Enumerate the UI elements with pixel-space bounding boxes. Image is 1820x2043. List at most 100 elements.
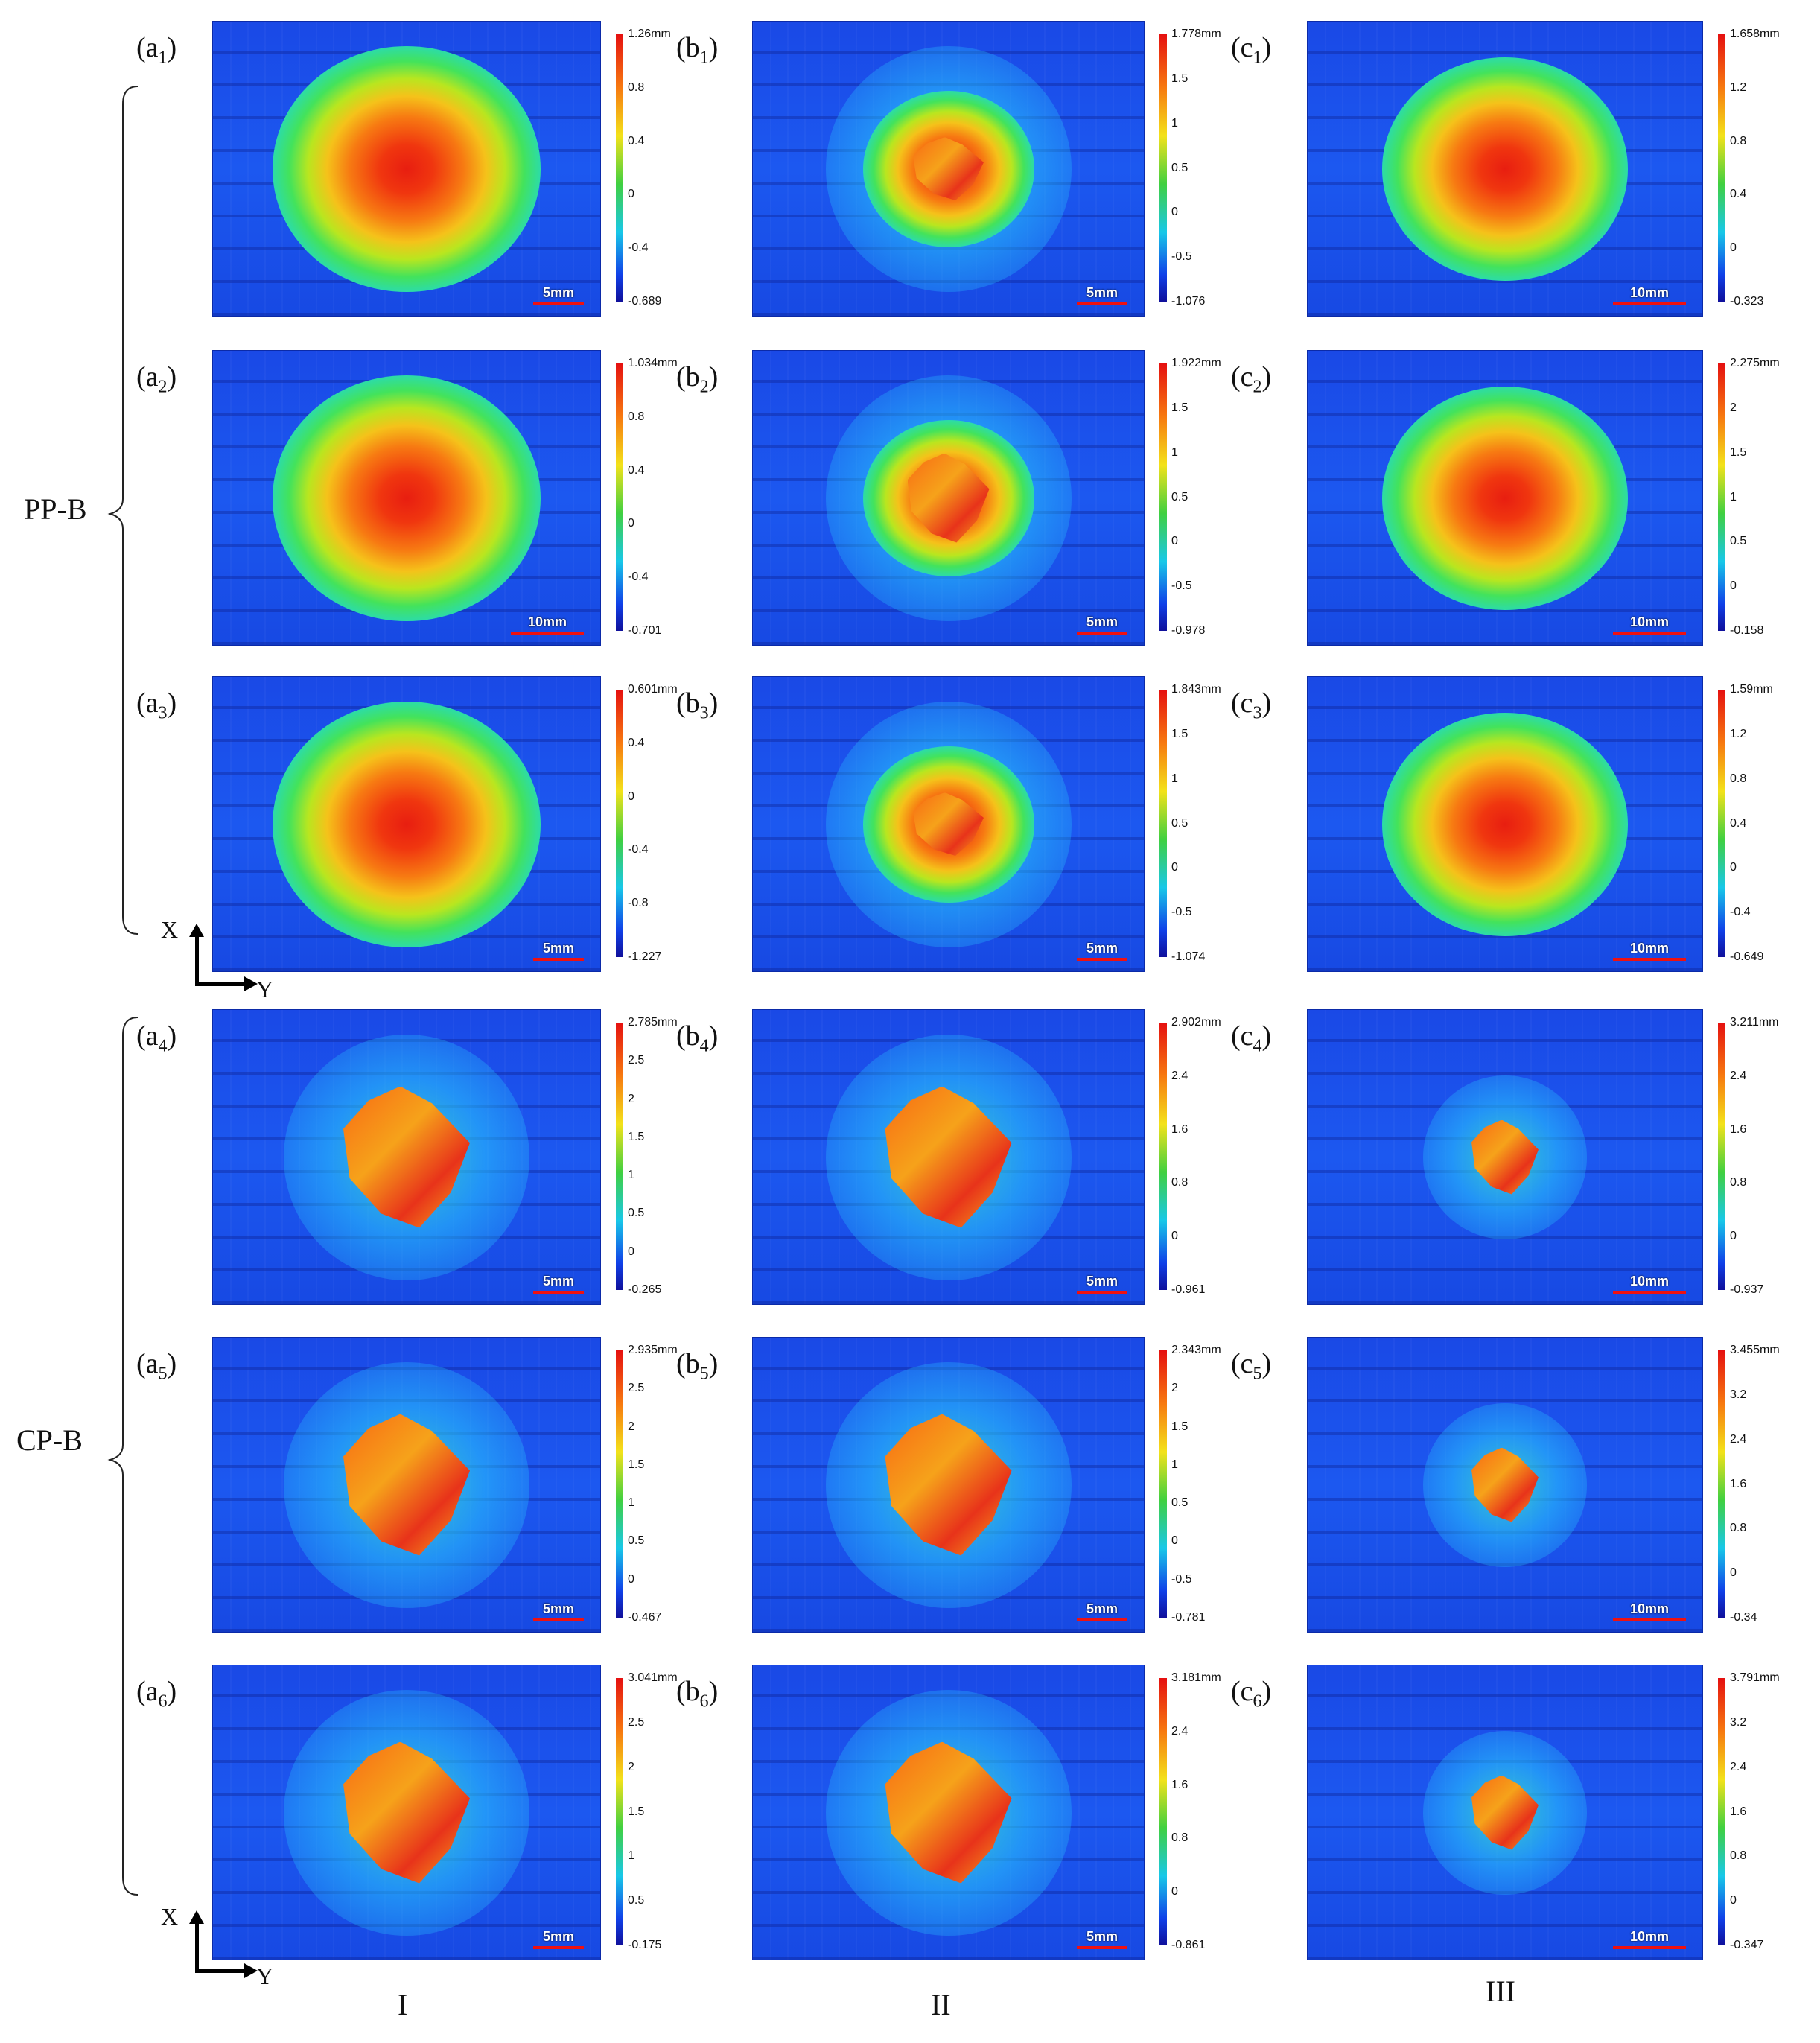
scale-bar-line [511,632,584,635]
colorbar-tick-label: 0.4 [628,134,645,147]
colorbar-tick-label: -0.4 [1730,906,1751,919]
scale-bar-line [1077,1946,1127,1949]
colorbar-tick-label: 0 [1171,1885,1178,1899]
scale-bar-label: 5mm [542,1601,575,1616]
colorbar [616,690,623,957]
colorbar-min-label: -0.175 [628,1939,662,1951]
panel-c3: (c3) 10mm 1.59mm 1.2 0.8 0.4 0 -0.4 -0.649 [1231,676,1820,993]
panel-b3: (b3) 5mm 1.843mm 1.5 1 0.5 0 -0.5 -1.074 [676,676,1262,993]
panel-label: (a4) [136,1020,177,1056]
scale-bar: 10mm [1613,1274,1686,1294]
panel-b6: (b6) 5mm 3.181mm 2.4 1.6 0.8 0 -0.861 [676,1665,1262,1981]
colorbar-min-label: -0.158 [1730,624,1764,637]
scale-bar-line [533,1618,584,1621]
scale-bar-label: 10mm [1629,941,1670,956]
column-label-2: II [931,1988,951,2021]
colorbar-tick-label: 0.5 [1730,535,1747,548]
colorbar [1159,690,1167,957]
colorbar-tick-label: 3.2 [1730,1715,1747,1729]
deformation-map: 10mm [1307,1009,1703,1305]
colorbar-max-label: 1.843mm [1171,683,1221,696]
colorbar-tick-label: 1.5 [1730,445,1747,459]
scale-bar-line [1613,1618,1686,1621]
scale-bar-label: 5mm [542,941,575,956]
colorbar-min-label: -0.701 [628,624,662,637]
scale-bar: 5mm [1077,614,1127,635]
axis-x-arrowhead [189,924,204,937]
deformation-hotspot [1382,386,1628,610]
scale-bar-label: 10mm [1629,1929,1670,1944]
column-label-3: III [1486,1974,1515,2008]
scale-bar: 10mm [1613,1929,1686,1949]
panel-label: (c4) [1231,1020,1272,1056]
colorbar-tick-label: 0 [628,789,634,803]
colorbar-tick-label: 1.5 [628,1130,645,1143]
colorbar-tick-label: 0 [628,1245,634,1258]
colorbar-tick-label: 0.5 [628,1534,645,1548]
deformation-map: 10mm [212,350,601,646]
scale-bar-line [1077,632,1127,635]
colorbar-tick-label: -0.5 [1171,579,1192,593]
scale-bar-line [533,1946,584,1949]
colorbar-tick-label: 2.4 [1171,1724,1189,1738]
panel-label: (a3) [136,687,177,723]
colorbar-max-label: 2.343mm [1171,1344,1221,1356]
scale-bar-line [1077,958,1127,961]
scale-bar-label: 5mm [1086,1929,1119,1944]
colorbar-tick-label: 0.4 [1730,816,1747,830]
colorbar-tick-label: 0.8 [1730,772,1747,785]
colorbar-tick-label: 0 [1171,1230,1178,1243]
colorbar-max-label: 2.902mm [1171,1016,1221,1029]
colorbar-tick-label: 0.8 [1171,1176,1189,1189]
panel-c6: (c6) 10mm 3.791mm 3.2 2.4 1.6 0.8 0 -0.347 [1231,1665,1820,1981]
colorbar-tick-label: 0.5 [1171,161,1189,174]
colorbar-tick-label: 3.2 [1730,1388,1747,1401]
colorbar-tick-label: 0 [1730,1894,1737,1907]
colorbar-min-label: -1.076 [1171,295,1206,308]
colorbar-max-label: 1.658mm [1730,28,1780,40]
panel-a6: (a6) 5mm 3.041mm 2.5 2 1.5 1 0.5 -0.175 [136,1665,719,1981]
colorbar-tick-label: 0 [628,517,634,530]
colorbar-tick-label: 0.8 [628,80,645,94]
panel-label: (b6) [676,1676,719,1712]
cp-b-brace [107,1017,139,1896]
colorbar-tick-label: 2.4 [1171,1069,1189,1082]
colorbar-tick-label: 1.6 [1171,1778,1189,1791]
colorbar-max-label: 2.785mm [628,1016,678,1029]
panel-label: (b4) [676,1020,719,1056]
scale-bar-label: 10mm [1629,285,1670,300]
deformation-hotspot [273,45,541,292]
panel-label: (c3) [1231,687,1272,723]
colorbar-tick-label: 2.5 [628,1382,645,1395]
deformation-map: 5mm [212,676,601,972]
scale-bar-label: 5mm [1086,1601,1119,1616]
colorbar-tick-label: 2 [1171,1382,1178,1395]
colorbar-tick-label: 0 [1171,861,1178,874]
colorbar-tick-label: 0.5 [1171,816,1189,830]
panel-label: (a1) [136,32,177,68]
colorbar-min-label: -0.861 [1171,1939,1206,1951]
colorbar-tick-label: 1.5 [1171,72,1189,85]
axis-y-label: Y [256,976,274,1003]
colorbar-min-label: -1.074 [1171,950,1206,963]
colorbar-tick-label: 0 [1171,206,1178,219]
colorbar [616,1350,623,1618]
colorbar [616,1678,623,1945]
scale-bar: 5mm [533,285,584,305]
colorbar-tick-label: 0.8 [1730,1176,1747,1189]
panel-b2: (b2) 5mm 1.922mm 1.5 1 0.5 0 -0.5 -0.978 [676,350,1262,667]
colorbar-tick-label: -0.8 [628,897,649,910]
colorbar-tick-label: 2 [1730,401,1737,414]
colorbar-tick-label: -0.4 [628,843,649,857]
axis-y-arrow [195,982,247,986]
scale-bar: 5mm [1077,285,1127,305]
colorbar-tick-label: -0.4 [628,571,649,584]
colorbar-tick-label: 1.6 [1730,1805,1747,1818]
panel-label: (a5) [136,1348,177,1384]
colorbar-max-label: 3.181mm [1171,1671,1221,1684]
scale-bar-label: 5mm [1086,285,1119,300]
colorbar-tick-label: 0.8 [1171,1831,1189,1845]
scale-bar-line [1613,1291,1686,1294]
colorbar-min-label: -0.689 [628,295,662,308]
colorbar [616,1023,623,1290]
